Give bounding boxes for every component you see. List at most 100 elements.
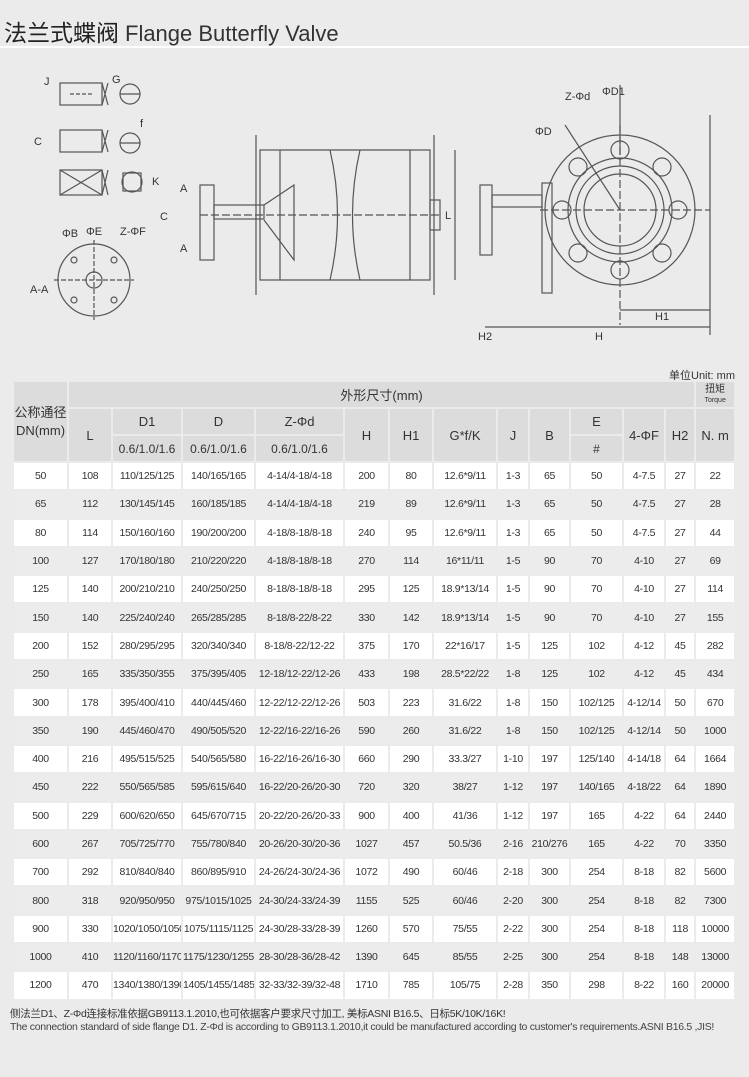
table-cell: 118 — [663, 913, 697, 945]
note-en: The connection standard of side flange D… — [10, 1021, 715, 1033]
table-cell: 89 — [388, 489, 434, 520]
table-cell: 2-20 — [496, 885, 530, 916]
table-cell: 860/895/910 — [181, 857, 256, 888]
table-cell: 27 — [663, 489, 697, 520]
table-cell: 320/340/340 — [181, 630, 256, 662]
table-cell: 1-5 — [496, 545, 530, 577]
table-cell: 12.6*9/11 — [432, 460, 498, 492]
table-cell: 1020/1050/1050 — [111, 913, 183, 945]
label-phi-d1: ΦD1 — [602, 86, 625, 98]
table-cell: 4-12/14 — [622, 715, 666, 746]
title-divider — [0, 46, 749, 48]
table-cell: 570 — [388, 913, 434, 945]
header-e-sub: # — [569, 434, 624, 463]
label-section-a-a: A-A — [30, 284, 49, 296]
table-cell: 70 — [663, 828, 697, 860]
table-cell: 8-18/8-22/8-22 — [254, 602, 345, 633]
header-torque: 扭矩 Torque — [694, 380, 737, 409]
table-cell: 125/140 — [569, 743, 624, 775]
table-cell: 1-8 — [496, 659, 530, 690]
table-cell: 254 — [569, 913, 624, 945]
valve-technical-drawing: J G f C K ΦB ΦE Z-ΦF A-A A C A L H H1 H2… — [30, 74, 711, 343]
table-cell: 65 — [12, 489, 69, 520]
label-k: K — [152, 176, 160, 188]
table-cell: 20000 — [694, 970, 737, 1001]
table-cell: 60/46 — [432, 857, 498, 888]
table-row: 300 178 395/400/410 440/445/460 12-22/12-22/… — [12, 687, 737, 718]
table-cell: 350 — [528, 970, 571, 1001]
table-cell: 70 — [569, 545, 624, 577]
table-cell: 200 — [343, 460, 390, 492]
table-cell: 31.6/22 — [432, 715, 498, 746]
table-cell: 142 — [388, 602, 434, 633]
table-row: 800 318 920/950/950 975/1015/1025 24-30/24-3… — [12, 885, 737, 916]
table-cell: 223 — [388, 687, 434, 718]
table-cell: 295 — [343, 574, 390, 605]
table-cell: 125 — [528, 630, 571, 662]
torque-cn: 扭矩 — [705, 383, 726, 395]
table-cell: 1-5 — [496, 630, 530, 662]
table-cell: 70 — [569, 574, 624, 605]
table-cell: 300 — [528, 857, 571, 888]
table-row: 200 152 280/295/295 320/340/340 8-18/8-22/12… — [12, 630, 737, 662]
table-cell: 2-28 — [496, 970, 530, 1001]
table-cell: 222 — [67, 772, 113, 803]
table-cell: 1664 — [694, 743, 737, 775]
table-cell: 4-12 — [622, 630, 666, 662]
table-cell: 410 — [67, 942, 113, 973]
table-cell: 64 — [663, 800, 697, 831]
table-cell: 4-10 — [622, 574, 666, 605]
table-cell: 150 — [528, 715, 571, 746]
table-row: 600 267 705/725/770 755/780/840 20-26/20-30/… — [12, 828, 737, 860]
table-cell: 495/515/525 — [111, 743, 183, 775]
table-cell: 4-18/22 — [622, 772, 666, 803]
table-cell: 102 — [569, 659, 624, 690]
table-cell: 503 — [343, 687, 390, 718]
note-cn: 侧法兰D1、Z-Φd连接标准依据GB9113.1.2010,也可依据客户要求尺寸… — [10, 1008, 506, 1020]
table-row: 450 222 550/565/585 595/615/640 16-22/20-26/… — [12, 772, 737, 803]
page-title: 法兰式蝶阀 Flange Butterfly Valve — [4, 14, 339, 48]
table-cell: 50 — [569, 517, 624, 548]
table-cell: 20-26/20-30/20-36 — [254, 828, 345, 860]
header-dn: 公称通径 DN(mm) — [12, 380, 69, 463]
table-cell: 350 — [12, 715, 69, 746]
table-cell: 785 — [388, 970, 434, 1001]
table-cell: 108 — [67, 460, 113, 492]
table-cell: 1175/1230/1255 — [181, 942, 256, 973]
table-cell: 395/400/410 — [111, 687, 183, 718]
table-cell: 114 — [388, 545, 434, 577]
table-cell: 200 — [12, 630, 69, 662]
table-cell: 1155 — [343, 885, 390, 916]
table-cell: 178 — [67, 687, 113, 718]
table-cell: 100 — [12, 545, 69, 577]
header-h2: H2 — [663, 407, 697, 463]
header-b: B — [528, 407, 571, 463]
table-cell: 16-22/16-26/16-30 — [254, 743, 345, 775]
header-z-phi-d: Z-Φd — [254, 407, 345, 436]
table-cell: 254 — [569, 942, 624, 973]
table-cell: 1000 — [694, 715, 737, 746]
table-cell: 1390 — [343, 942, 390, 973]
table-cell: 3350 — [694, 828, 737, 860]
table-cell: 140 — [67, 602, 113, 633]
table-cell: 5600 — [694, 857, 737, 888]
table-cell: 4-7.5 — [622, 460, 666, 492]
table-cell: 69 — [694, 545, 737, 577]
table-cell: 140/165/165 — [181, 460, 256, 492]
table-cell: 1-5 — [496, 602, 530, 633]
table-cell: 95 — [388, 517, 434, 548]
table-cell: 75/55 — [432, 913, 498, 945]
header-d: D — [181, 407, 256, 436]
table-cell: 900 — [343, 800, 390, 831]
table-cell: 705/725/770 — [111, 828, 183, 860]
unit-label: 单位Unit: mm — [669, 370, 735, 382]
table-cell: 375 — [343, 630, 390, 662]
table-cell: 70 — [569, 602, 624, 633]
table-cell: 90 — [528, 602, 571, 633]
table-cell: 600/620/650 — [111, 800, 183, 831]
table-cell: 22*16/17 — [432, 630, 498, 662]
table-cell: 540/565/580 — [181, 743, 256, 775]
table-cell: 190 — [67, 715, 113, 746]
table-cell: 1890 — [694, 772, 737, 803]
header-nm: N. m — [694, 407, 737, 463]
